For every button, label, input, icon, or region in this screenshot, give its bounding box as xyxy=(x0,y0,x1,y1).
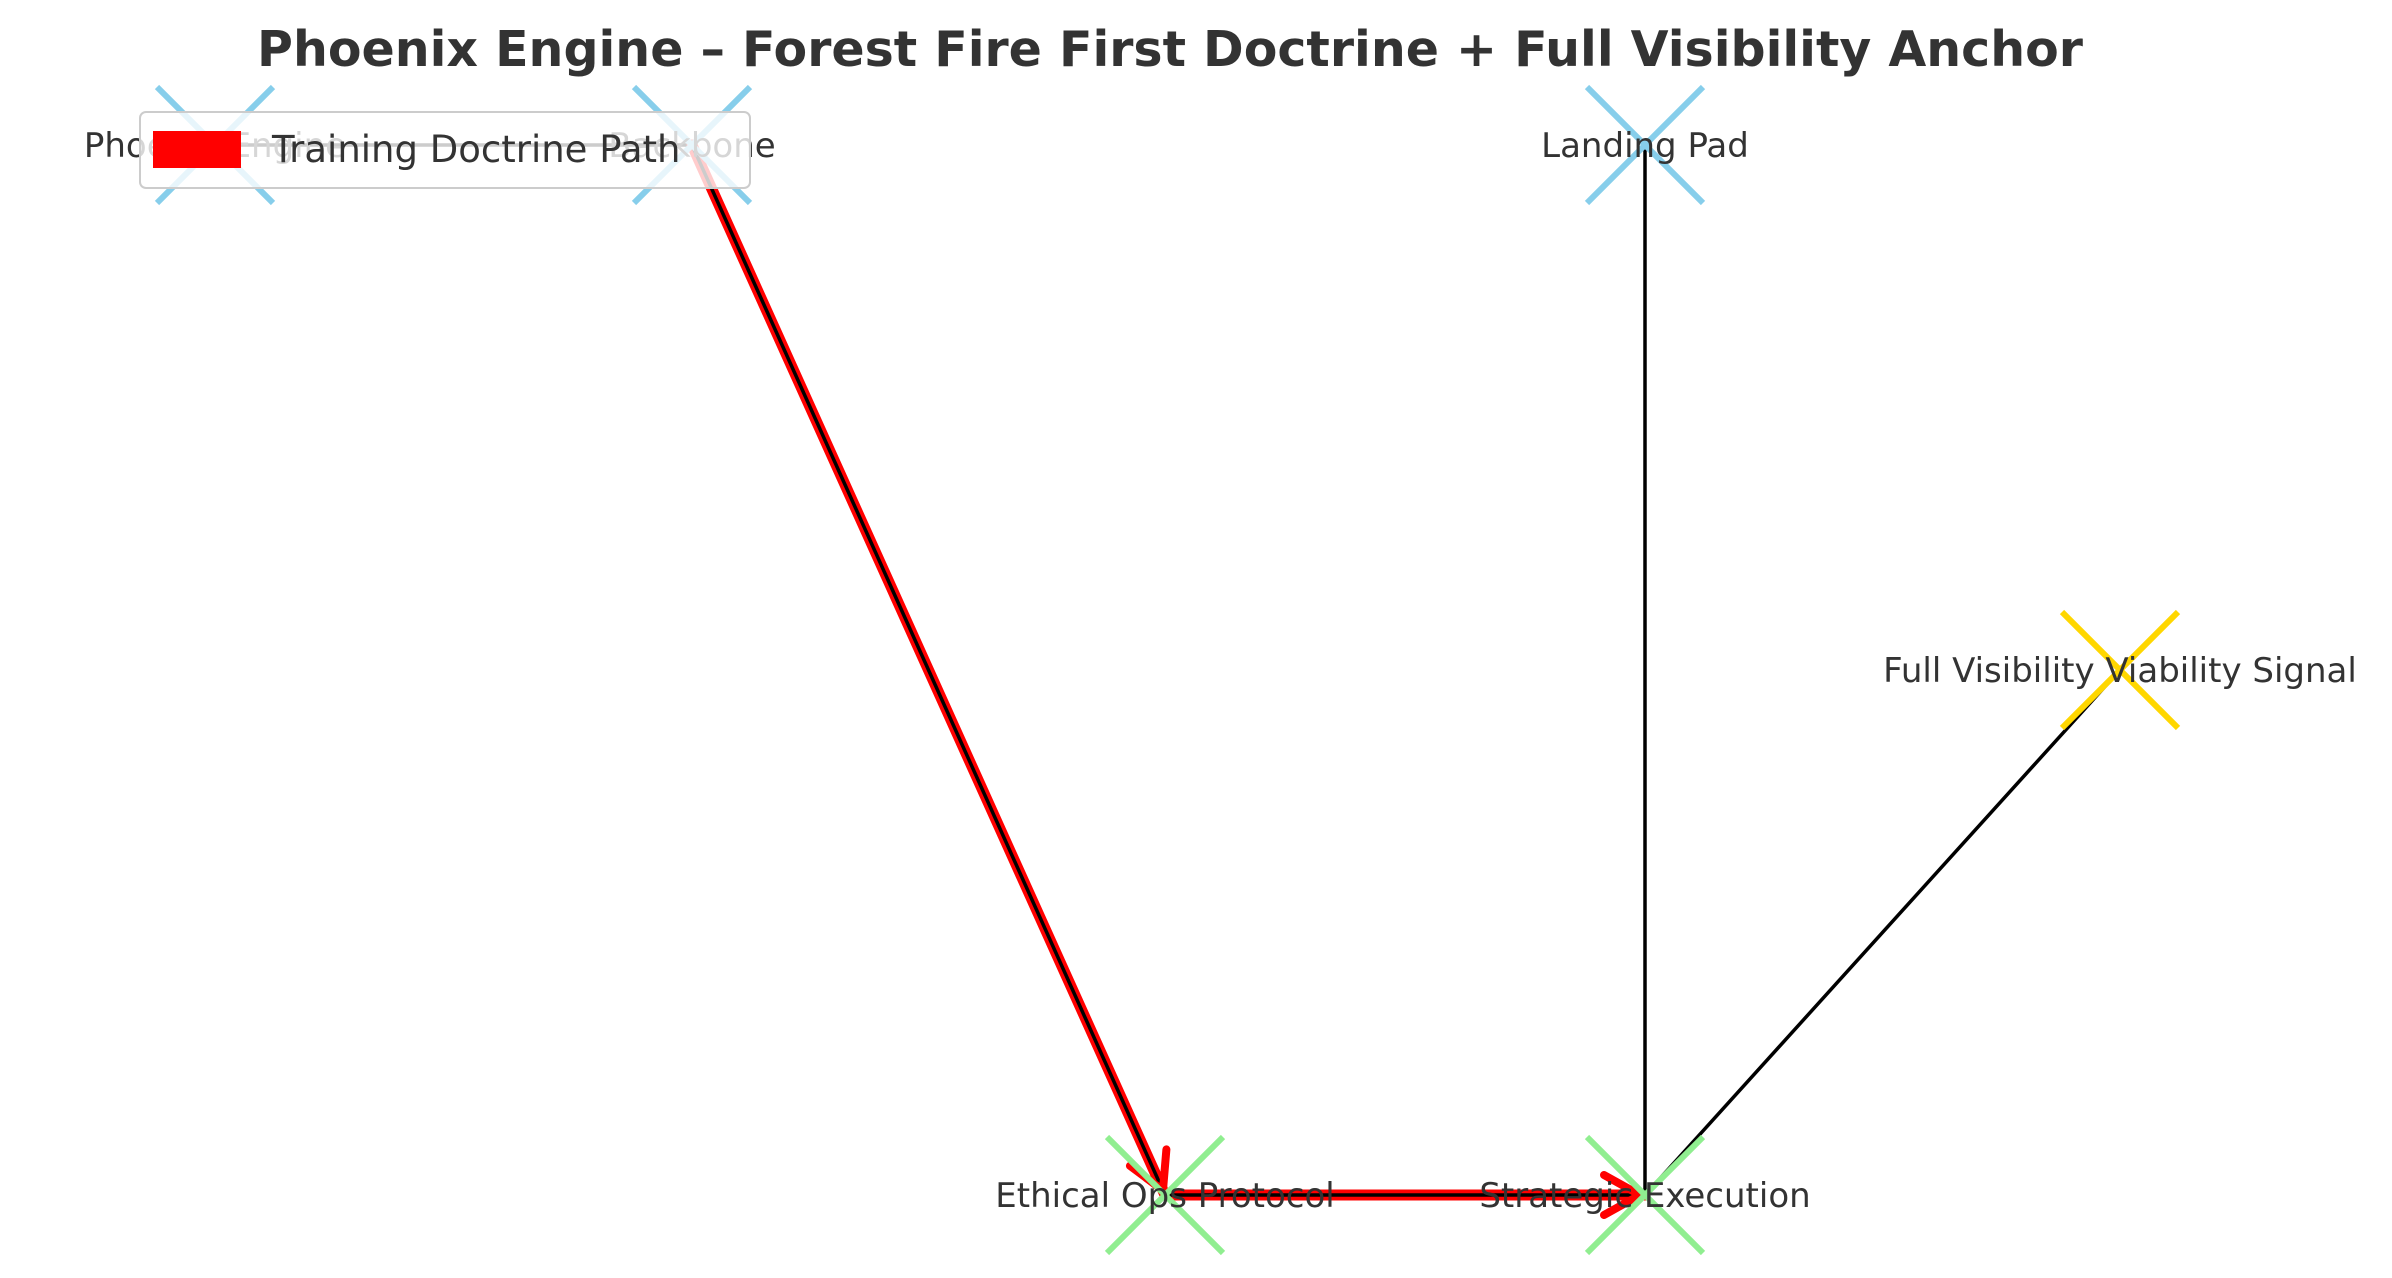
node-label-landing: Landing Pad xyxy=(1541,126,1749,166)
node-label-strategic: Strategic Execution xyxy=(1479,1176,1810,1216)
legend-box xyxy=(139,111,751,189)
node-marker-visibility xyxy=(2059,609,2181,731)
diagram-title: Phoenix Engine – Forest Fire First Doctr… xyxy=(257,21,2084,78)
edge-strategic-to-visibility xyxy=(1643,668,2122,1197)
node-marker-landing xyxy=(1584,84,1706,206)
legend-swatch xyxy=(153,131,241,168)
node-marker-ethical-stroke-b xyxy=(1104,1134,1226,1256)
edge-ethical-to-strategic-arrowhead xyxy=(1600,1171,1644,1219)
markers-layer xyxy=(154,84,2181,1256)
node-marker-visibility-stroke-b xyxy=(2059,609,2181,731)
node-marker-strategic-stroke-b xyxy=(1584,1134,1706,1256)
node-label-ethical: Ethical Ops Protocol xyxy=(995,1176,1334,1216)
node-label-visibility: Full Visibility Viability Signal xyxy=(1883,651,2357,691)
edges-layer xyxy=(215,139,2122,1219)
node-marker-landing-stroke-b xyxy=(1584,84,1706,206)
node-marker-ethical xyxy=(1104,1134,1226,1256)
edge-backbone-to-ethical xyxy=(690,144,1167,1196)
node-marker-strategic xyxy=(1584,1134,1706,1256)
legend: Training Doctrine Path xyxy=(139,111,751,189)
legend-label: Training Doctrine Path xyxy=(271,128,680,171)
